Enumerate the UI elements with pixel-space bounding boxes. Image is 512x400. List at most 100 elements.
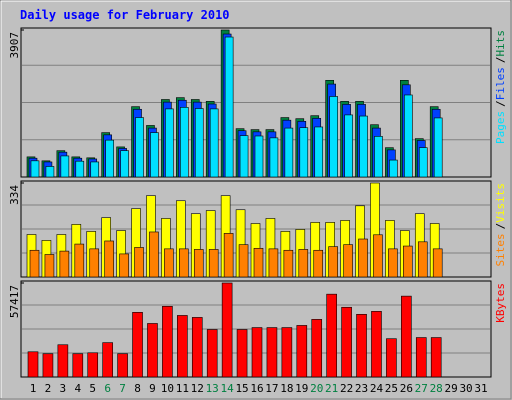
bar: [371, 311, 382, 378]
bar: [374, 136, 383, 178]
x-tick-label: 20: [310, 382, 323, 395]
x-tick-label: 2: [45, 382, 52, 395]
legend: KBytes: [494, 283, 507, 323]
bar: [132, 312, 143, 378]
bar: [165, 108, 174, 178]
bar: [149, 231, 159, 278]
bar: [236, 329, 248, 378]
bar: [266, 327, 278, 378]
bar: [341, 306, 352, 378]
bar: [403, 245, 413, 278]
legend-separator: /: [494, 223, 507, 230]
x-tick-label: 12: [191, 382, 204, 395]
y-tick-label: 334: [8, 185, 21, 205]
x-tick-label: 21: [325, 382, 338, 395]
legend: Pages/Files/Hits: [494, 30, 507, 144]
bar: [418, 147, 428, 178]
bar: [299, 127, 309, 178]
bar: [388, 248, 398, 278]
bar: [253, 247, 264, 278]
legend-entry: Hits: [494, 30, 507, 57]
bar: [134, 247, 144, 278]
x-tick-label: 3: [60, 382, 67, 395]
y-tick-label: 3907: [8, 32, 21, 59]
legend-separator: /: [494, 57, 507, 64]
legend-separator: /: [494, 100, 507, 107]
bar: [358, 238, 368, 278]
bar: [326, 293, 337, 378]
bar: [45, 166, 55, 178]
x-tick-label: 13: [206, 382, 219, 395]
bar: [311, 319, 323, 378]
bar: [223, 233, 234, 278]
x-tick-label: 14: [221, 382, 235, 395]
bar: [251, 327, 263, 378]
bar: [314, 126, 324, 178]
x-tick-label: 5: [89, 382, 96, 395]
bar: [430, 337, 442, 378]
x-tick-label: 9: [149, 382, 156, 395]
bar: [283, 249, 294, 278]
bar: [104, 240, 114, 278]
bar: [194, 108, 204, 178]
x-tick-label: 29: [445, 382, 458, 395]
bar: [87, 352, 99, 378]
bar: [404, 94, 413, 178]
legend-entry: Files: [494, 67, 507, 100]
bar: [238, 244, 249, 278]
x-tick-label: 25: [385, 382, 398, 395]
bar: [90, 161, 100, 178]
bar: [72, 353, 84, 378]
x-tick-label: 8: [134, 382, 141, 395]
x-tick-label: 6: [104, 382, 111, 395]
legend-entry: KBytes: [494, 283, 507, 323]
bar: [344, 114, 353, 178]
bar: [42, 353, 54, 378]
y-tick-label: 57417: [8, 285, 21, 318]
x-tick-label: 30: [459, 382, 472, 395]
legend-entry: Pages: [494, 111, 507, 144]
bar: [147, 323, 158, 378]
x-tick-label: 15: [235, 382, 248, 395]
bar: [268, 248, 279, 278]
x-tick-label: 18: [280, 382, 293, 395]
x-tick-label: 17: [265, 382, 278, 395]
bar: [59, 250, 70, 278]
x-tick-label: 28: [430, 382, 443, 395]
bar: [89, 248, 100, 278]
bar: [417, 241, 428, 278]
x-tick-label: 31: [474, 382, 487, 395]
bar: [179, 248, 189, 278]
bar: [102, 342, 113, 378]
bar: [29, 249, 40, 278]
bar: [30, 160, 40, 178]
legend: Sites /Visits: [494, 183, 507, 267]
bar: [105, 139, 114, 178]
x-tick-label: 4: [74, 382, 81, 395]
x-tick-label: 16: [250, 382, 263, 395]
bar: [206, 329, 218, 378]
bar: [298, 249, 309, 278]
bar: [193, 249, 204, 278]
x-tick-label: 22: [340, 382, 353, 395]
bar: [150, 132, 159, 178]
bar: [44, 254, 55, 278]
bar: [164, 248, 174, 278]
bar: [119, 253, 129, 278]
bar: [191, 317, 203, 378]
bar: [356, 313, 367, 378]
bar: [359, 115, 368, 178]
bar: [162, 305, 173, 378]
bar: [389, 159, 398, 178]
x-tick-label: 23: [355, 382, 368, 395]
bar: [57, 344, 69, 378]
bar: [433, 117, 443, 178]
bar: [75, 160, 85, 178]
bar: [432, 248, 443, 278]
x-tick-label: 19: [295, 382, 308, 395]
bar: [415, 337, 427, 378]
bar: [135, 117, 144, 178]
bar: [239, 135, 249, 178]
bar: [284, 127, 294, 178]
